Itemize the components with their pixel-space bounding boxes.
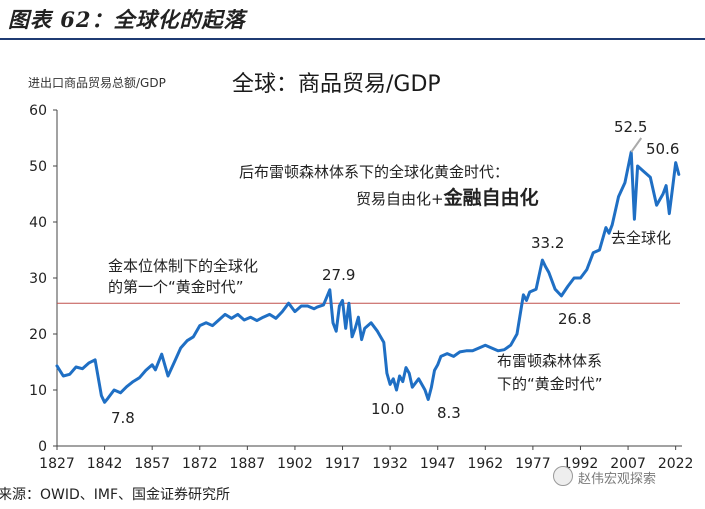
data-label-2022: 50.6 <box>646 140 680 158</box>
y-tick-label: 60 <box>29 103 47 119</box>
x-tick-label: 1857 <box>134 456 170 472</box>
y-tick-label: 20 <box>29 327 47 343</box>
y-tick-label: 40 <box>29 215 47 231</box>
annotation-bretton-woods-1: 布雷顿森林体系 <box>497 352 603 370</box>
annotation-financial-liberalization: 金融自由化 <box>443 187 539 209</box>
annotation-bretton-woods-2: 下的“黄金时代” <box>497 375 603 393</box>
annotation-gold-standard-1: 金本位体制下的全球化 <box>108 257 259 275</box>
x-tick-label: 2022 <box>658 456 694 472</box>
data-label-1980: 33.2 <box>531 234 565 252</box>
x-tick-label: 1872 <box>182 456 218 472</box>
annotation-post-bretton-woods-2: 贸易自由化+金融自由化 <box>356 188 539 209</box>
data-label-1913: 27.9 <box>322 266 356 284</box>
x-tick-label: 1887 <box>230 456 266 472</box>
x-tick-label: 1842 <box>87 456 123 472</box>
figure-title: 图表 62：全球化的起落 <box>8 7 246 32</box>
y-tick-label: 0 <box>38 439 47 455</box>
peak-callout-line <box>630 137 643 153</box>
y-tick-label: 50 <box>29 159 47 175</box>
y-tick-label: 10 <box>29 383 47 399</box>
x-tick-label: 2007 <box>610 456 646 472</box>
series-line <box>55 150 681 404</box>
x-tick-label: 1917 <box>325 456 361 472</box>
annotation-post-bretton-woods-1: 后布雷顿森林体系下的全球化黄金时代： <box>239 163 510 181</box>
chart-title: 全球：商品贸易/GDP <box>232 72 441 97</box>
annotation-trade-liberalization: 贸易自由化+ <box>356 190 444 208</box>
wechat-icon <box>553 466 573 486</box>
data-label-1988: 26.8 <box>558 310 592 328</box>
data-label-1842: 7.8 <box>111 409 135 427</box>
x-tick-label: 1932 <box>372 456 408 472</box>
data-label-2008: 52.5 <box>614 118 648 136</box>
annotation-gold-standard-2: 的第一个“黄金时代” <box>108 278 244 296</box>
data-label-1944: 8.3 <box>437 404 461 422</box>
x-tick-label: 1902 <box>277 456 313 472</box>
y-axis-label: 进出口商品贸易总额/GDP <box>28 76 166 90</box>
title-rule <box>0 38 705 40</box>
data-label-1932: 10.0 <box>371 400 405 418</box>
x-tick-label: 1962 <box>467 456 503 472</box>
x-tick-label: 1947 <box>420 456 456 472</box>
x-tick-label: 1992 <box>563 456 599 472</box>
annotation-deglobalization: 去全球化 <box>611 229 672 247</box>
watermark: 赵伟宏观探索 <box>578 472 657 487</box>
y-tick-label: 30 <box>29 271 47 287</box>
x-tick-label: 1977 <box>515 456 551 472</box>
x-tick-label: 1827 <box>39 456 75 472</box>
source-note: 来源：OWID、IMF、国金证券研究所 <box>0 487 231 503</box>
